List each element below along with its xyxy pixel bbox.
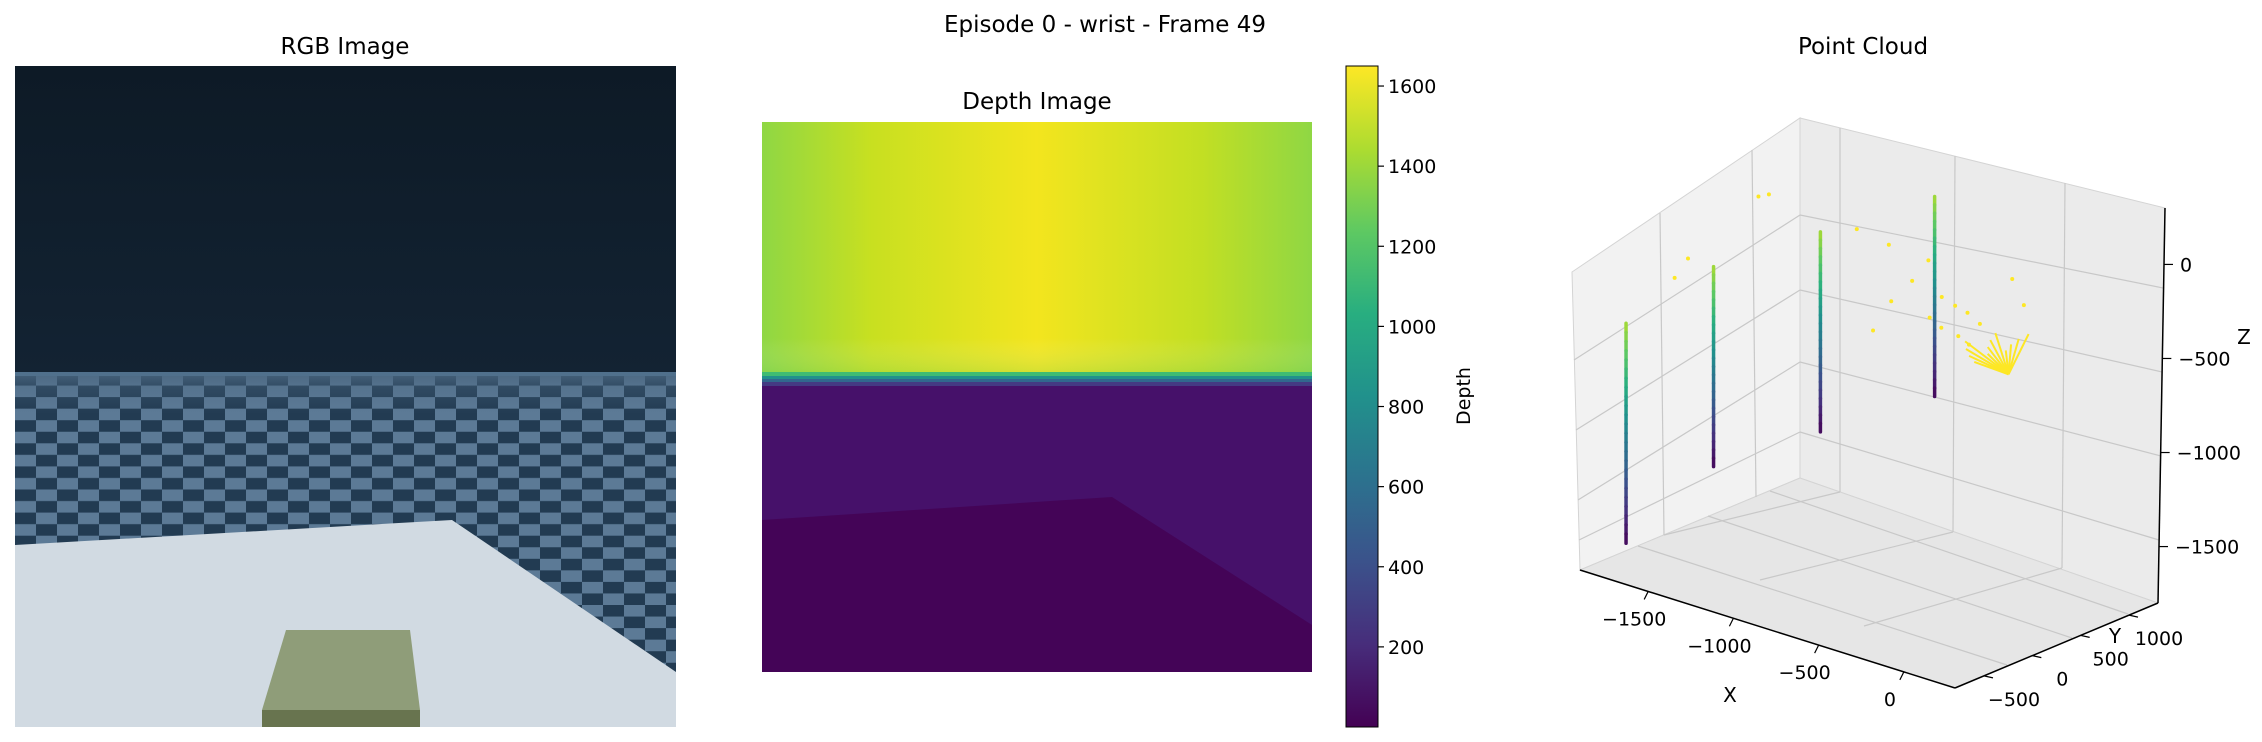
pointcloud-title: Point Cloud [1798,34,1928,60]
point-cloud-point [1926,258,1931,263]
point-cloud-point [1977,321,1982,326]
x-tick-label: −1500 [1602,608,1666,630]
colorbar-tick-label: 1200 [1388,236,1436,258]
point-cloud-point [1953,303,1958,308]
x-axis-line [1579,569,1956,689]
z-axis-line [2157,207,2166,604]
depth-title: Depth Image [962,89,1111,115]
point-cloud-fan [1989,339,2010,375]
x-tick-mark [1899,671,1905,681]
depth-table-region [762,497,1312,672]
depth-horizon-band [762,372,1312,376]
colorbar-tick-label: 1400 [1388,156,1436,178]
point-cloud-point [1889,299,1894,304]
z-tick-label: −500 [2178,348,2230,370]
point-cloud-point [1766,192,1771,197]
y-axis-label: Y [2108,624,2122,648]
point-cloud-point [1939,295,1944,300]
axis-lines [1579,207,2166,689]
colorbar-tick-label: 200 [1388,637,1424,659]
colorbar-tick-label: 400 [1388,557,1424,579]
y-tick-label: 1000 [2135,628,2183,650]
y-tick-mark [2032,655,2042,659]
point-cloud-point [1927,315,1932,320]
rgb-object-top [262,630,420,710]
point-cloud-fan [2007,338,2020,375]
rgb-panel: RGB Image [15,34,676,727]
y-tick-label: 500 [2093,648,2129,670]
point-cloud-point [2010,277,2015,282]
point-cloud-point [1871,328,1876,333]
point-cloud-fan [2007,333,2030,375]
colorbar-tick-label: 600 [1388,477,1424,499]
y-tick-mark [2128,614,2139,618]
y-tick-label: 0 [2056,669,2068,691]
x-axis-label: X [1723,683,1737,707]
y-tick-mark [1983,675,1994,679]
point-cloud-point [1956,334,1961,339]
colorbar-tick-label: 1000 [1388,316,1436,338]
point-cloud-point [1756,194,1761,199]
y-tick-label: −500 [1988,689,2040,711]
colorbar-ticks: 200 400 600 800 1000 1200 1400 1600 [1378,76,1436,659]
x-tick-label: −1000 [1687,635,1751,657]
depth-heatmap [762,122,1312,672]
x-tick-mark [1814,644,1820,654]
point-cloud-fan [1964,340,2010,376]
z-tick-label: −1000 [2177,443,2241,465]
depth-panel: Depth Image [762,89,1312,672]
point-cloud-fan [1994,332,2010,375]
colorbar-gradient [1346,66,1378,727]
point-cloud-point [1910,278,1915,283]
rgb-image [15,66,676,727]
point-cloud-point [1965,310,1970,315]
rgb-table [15,520,676,727]
pointcloud-ticks: −1500 −1000 −500 0 −500 0 500 1000 0 −500 −1000 −15… [1602,254,2241,710]
rgb-title: RGB Image [281,34,410,60]
x-tick-mark [1728,618,1734,627]
point-cloud-point [1854,227,1859,232]
y-axis-line [1954,602,2159,689]
z-tick-label: −1500 [2175,537,2239,559]
x-tick-label: −500 [1779,662,1831,684]
z-axis-label: Z [2237,325,2251,349]
point-cloud-point [1672,275,1677,280]
point-cloud-point [1939,325,1944,330]
point-cloud-point [1685,256,1690,261]
colorbar-tick-label: 1600 [1388,76,1436,98]
point-cloud-point [1886,242,1891,247]
point-cloud-point [2021,303,2026,308]
figure-suptitle: Episode 0 - wrist - Frame 49 [944,12,1266,38]
rgb-object-front [262,710,420,727]
pointcloud-panel: Point Cloud [1571,34,2251,711]
x-tick-mark [1643,591,1649,600]
x-tick-label: 0 [1884,689,1896,711]
z-tick-label: 0 [2180,254,2192,276]
depth-colorbar: 200 400 600 800 1000 1200 1400 1600 Depth [1345,65,1475,728]
rgb-sky [15,66,676,374]
colorbar-tick-label: 800 [1388,397,1424,419]
y-tick-mark [2080,634,2090,638]
pointcloud-points [1624,192,2030,545]
colorbar-label: Depth [1453,367,1475,425]
